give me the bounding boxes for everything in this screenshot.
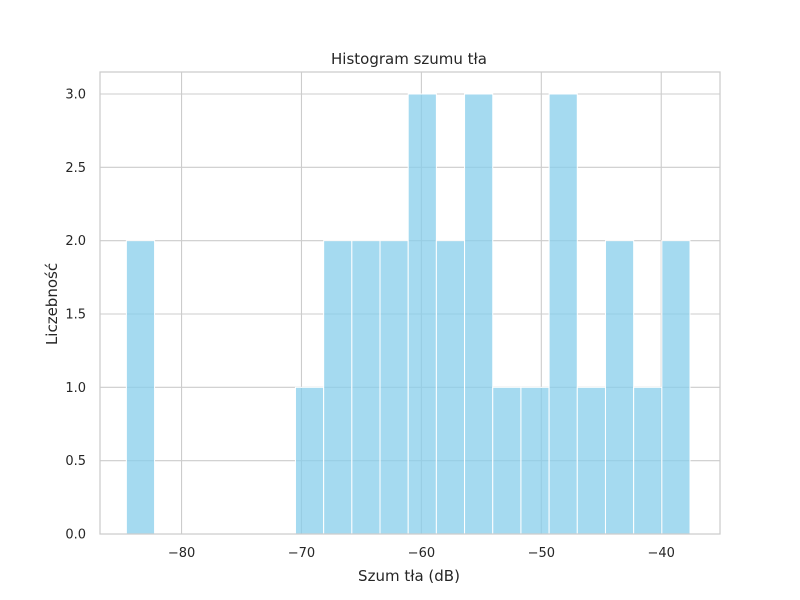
histogram-bar <box>604 240 635 535</box>
y-tick-label: 1.5 <box>65 308 86 323</box>
y-axis-tick-labels: 0.0 0.5 1.0 1.5 2.0 2.5 3.0 <box>65 88 86 543</box>
histogram-bar <box>294 386 325 535</box>
histogram-bar <box>548 93 578 535</box>
y-tick-label: 3.0 <box>65 88 86 103</box>
plot-frame <box>99 71 721 535</box>
histogram-bar <box>125 240 156 535</box>
x-axis-tick-labels: −80 −70 −60 −50 −40 <box>168 546 675 561</box>
y-tick-label: 2.5 <box>65 161 86 176</box>
histogram-bar <box>661 240 691 535</box>
y-tick-label: 2.0 <box>65 234 86 249</box>
histogram-bar <box>407 93 437 535</box>
histogram-bar <box>351 240 381 535</box>
x-tick-label: −50 <box>528 546 555 561</box>
histogram-bar <box>435 240 466 535</box>
y-tick-label: 1.0 <box>65 381 86 396</box>
histogram-bar <box>576 386 606 535</box>
histogram-bar <box>520 386 550 535</box>
y-tick-label: 0.0 <box>65 528 86 543</box>
x-tick-label: −60 <box>408 546 435 561</box>
histogram-bar <box>323 240 353 535</box>
y-axis-label: Liczebność <box>43 263 61 345</box>
histogram-bar <box>633 386 663 535</box>
histogram-bar <box>379 240 409 535</box>
x-tick-label: −80 <box>168 546 195 561</box>
chart-title: Histogram szumu tła <box>331 50 487 68</box>
x-axis-label: Szum tła (dB) <box>358 567 460 585</box>
y-tick-label: 0.5 <box>65 454 86 469</box>
x-tick-label: −40 <box>648 546 675 561</box>
histogram-bar <box>464 93 494 535</box>
histogram-bar <box>492 386 522 535</box>
x-tick-label: −70 <box>288 546 315 561</box>
histogram-bars <box>125 93 691 535</box>
